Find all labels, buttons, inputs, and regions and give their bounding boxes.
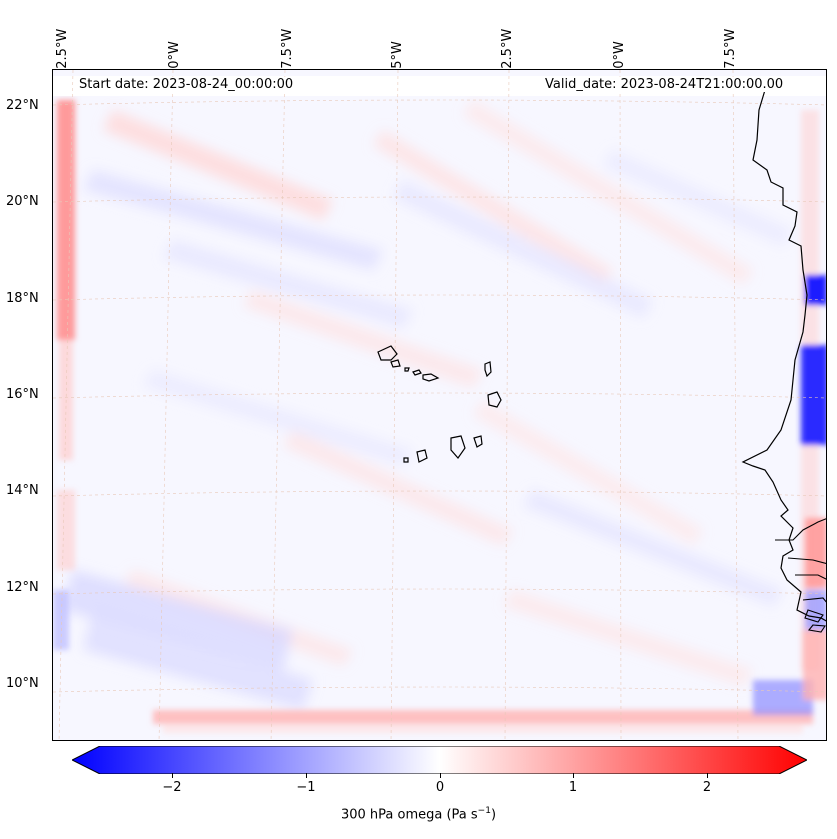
colorbar-label-exponent: −1 xyxy=(477,806,491,816)
lat-label-22n: 22°N xyxy=(6,98,39,113)
colorbar xyxy=(72,746,807,774)
field-patches xyxy=(63,100,793,710)
omega-field-map xyxy=(53,70,826,740)
cb-tick-label: 0 xyxy=(435,780,445,795)
africa-coastline-detail xyxy=(775,518,826,633)
colorbar-gradient xyxy=(72,746,807,774)
cb-tickmark xyxy=(440,773,441,778)
lat-label-14n: 14°N xyxy=(6,483,39,498)
cb-tickmark xyxy=(573,773,574,778)
cb-tick-label: −2 xyxy=(162,780,182,795)
lat-label-10n: 10°N xyxy=(6,676,39,691)
cb-tick-label: −1 xyxy=(296,780,316,795)
start-date-label: Start date: 2023-08-24_00:00:00 xyxy=(75,77,298,92)
valid-date-label: Valid_date: 2023-08-24T21:00:00.00 xyxy=(541,77,788,92)
cb-tickmark xyxy=(306,773,307,778)
cb-tickmark xyxy=(707,773,708,778)
lat-label-18n: 18°N xyxy=(6,291,39,306)
cb-tick-label: 2 xyxy=(702,780,712,795)
lat-label-20n: 20°N xyxy=(6,194,39,209)
cape-verde-islands xyxy=(377,345,502,463)
colorbar-label-text: 300 hPa omega (Pa s xyxy=(340,807,478,823)
graticule xyxy=(53,70,826,740)
colorbar-label: 300 hPa omega (Pa s−1) xyxy=(0,806,837,822)
colorbar-label-close: ) xyxy=(490,807,497,823)
boundary-artifacts xyxy=(53,100,826,733)
map-panel xyxy=(52,69,827,741)
cb-tickmark xyxy=(172,773,173,778)
lat-label-16n: 16°N xyxy=(6,387,39,402)
africa-coastline xyxy=(741,89,826,622)
lat-label-12n: 12°N xyxy=(6,580,39,595)
cb-tick-label: 1 xyxy=(568,780,578,795)
